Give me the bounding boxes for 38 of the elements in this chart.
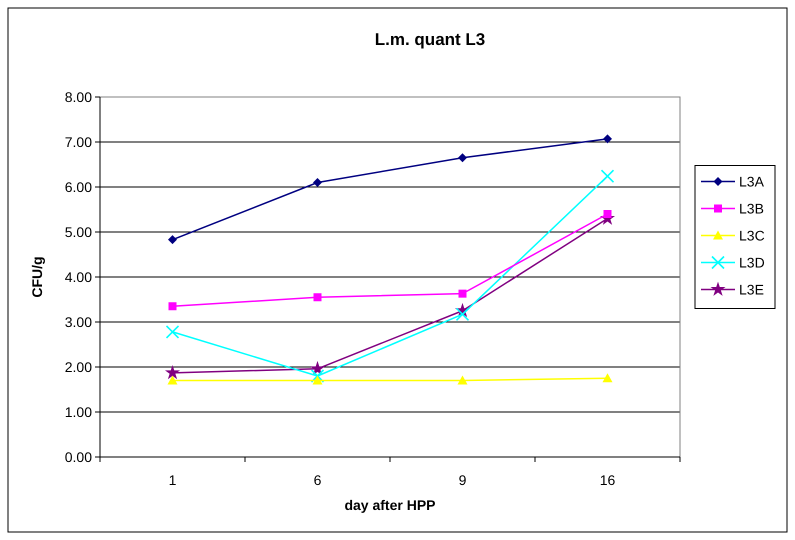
y-tick-label: 6.00 — [64, 178, 92, 195]
legend-label: L3E — [739, 281, 764, 298]
x-tick-label: 6 — [314, 472, 322, 488]
point — [604, 210, 612, 218]
legend-label: L3B — [739, 200, 764, 216]
point — [168, 302, 176, 310]
y-tick-label: 0.00 — [64, 448, 92, 465]
chart-title: L.m. quant L3 — [374, 30, 486, 49]
x-tick-label: 9 — [458, 472, 467, 488]
point — [458, 290, 466, 298]
x-tick-label: 16 — [600, 472, 616, 488]
point — [168, 235, 177, 244]
point — [312, 376, 322, 384]
point — [168, 376, 178, 384]
point — [164, 364, 180, 380]
y-axis-title: CFU/g — [29, 256, 45, 298]
point — [166, 325, 180, 339]
x-tick-label: 1 — [168, 472, 177, 488]
point — [600, 169, 614, 183]
y-tick-label: 2.00 — [64, 358, 92, 375]
legend-label: L3C — [739, 227, 765, 244]
point — [602, 373, 612, 382]
legend-label: L3A — [739, 173, 765, 190]
y-tick-label: 5.00 — [64, 224, 92, 240]
legend-label: L3D — [739, 254, 765, 270]
y-tick-label: 3.00 — [64, 314, 92, 330]
y-tick-label: 7.00 — [64, 134, 92, 150]
y-tick-label: 4.00 — [64, 268, 92, 285]
point — [458, 153, 467, 162]
point — [310, 369, 324, 383]
point — [458, 376, 468, 384]
point — [314, 293, 322, 302]
point — [456, 308, 470, 322]
y-tick-label: 1.00 — [64, 404, 92, 420]
point — [603, 134, 612, 144]
point — [313, 178, 322, 187]
y-tick-label: 8.00 — [64, 88, 92, 105]
x-axis-title: day after HPP — [344, 497, 436, 513]
